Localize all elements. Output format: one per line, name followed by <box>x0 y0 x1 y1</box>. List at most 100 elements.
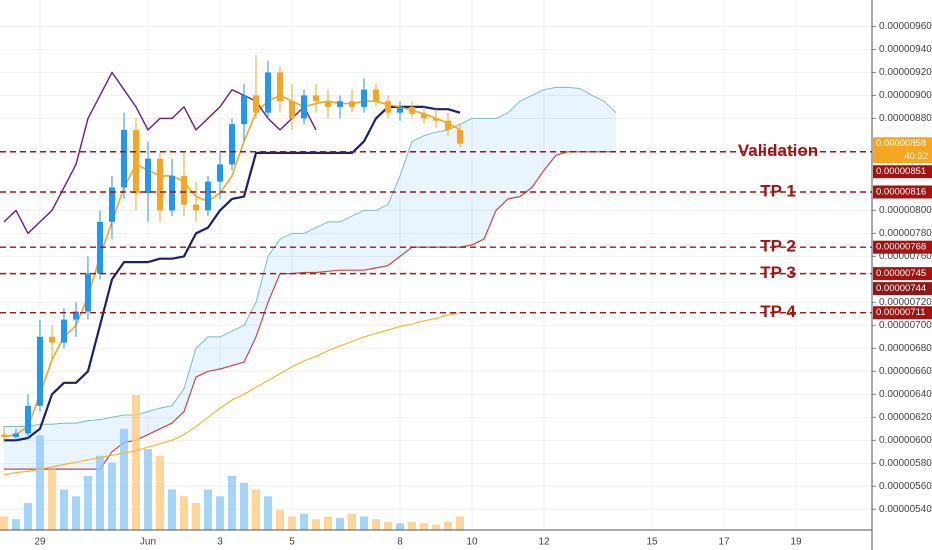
indicator-line <box>3 71 317 235</box>
candle-body <box>288 101 295 119</box>
indicator-line <box>3 94 461 438</box>
price-badge <box>873 240 932 254</box>
volume-bar <box>371 519 380 530</box>
candle-body <box>156 158 163 211</box>
volume-bar <box>444 521 453 530</box>
candle-body <box>192 204 199 211</box>
candle-body <box>12 433 19 437</box>
indicator-line <box>3 312 461 476</box>
price-badge-label: 0.00000768 <box>876 242 926 253</box>
volume-bar <box>119 428 128 530</box>
candle-body <box>204 181 211 211</box>
volume-bar <box>432 524 440 530</box>
y-tick-label: 0.00000660 <box>879 366 932 377</box>
level-label: Validation <box>738 141 818 160</box>
indicator-line <box>4 105 461 442</box>
candle-body <box>336 101 343 107</box>
volume-bar <box>359 516 368 530</box>
candle-body <box>445 120 452 130</box>
candle-body <box>0 434 7 437</box>
y-tick-label: 0.00000580 <box>879 458 932 469</box>
candle-body <box>433 118 439 121</box>
y-tick-label: 0.00000720 <box>879 297 932 308</box>
volume-bar <box>179 496 188 530</box>
candle-body <box>360 89 367 107</box>
price-badge-label: 0.00000744 <box>876 283 926 294</box>
y-tick-label: 0.00000680 <box>879 343 932 354</box>
volume-bar <box>251 489 260 530</box>
candle-body <box>96 221 103 274</box>
volume-bar <box>239 482 248 530</box>
candle-body <box>264 72 271 113</box>
candle-body <box>36 336 43 406</box>
volume-bar <box>203 489 212 530</box>
candle-body <box>228 124 235 165</box>
candle-body <box>108 187 115 222</box>
candle-body <box>324 101 331 107</box>
volume-bar <box>407 521 416 530</box>
level-label: TP 4 <box>760 302 796 321</box>
candle-body <box>420 113 427 119</box>
volume-bar <box>347 513 356 530</box>
candle-body <box>396 106 403 113</box>
price-badge-label: 0.00000816 <box>876 187 926 198</box>
price-badge <box>873 137 932 164</box>
y-tick-label: 0.00000780 <box>879 228 932 239</box>
price-badge <box>873 282 932 296</box>
x-tick-label: 17 <box>718 537 730 548</box>
x-tick-label: Jun <box>140 537 156 548</box>
volume-bar <box>287 516 296 530</box>
x-tick-label: 15 <box>646 537 658 548</box>
y-tick-label: 0.00000940 <box>879 44 932 55</box>
y-tick-label: 0.00000920 <box>879 67 932 78</box>
candle-body <box>384 101 391 113</box>
x-tick-label: 29 <box>34 537 46 548</box>
volume-bar <box>275 509 284 530</box>
candle-body <box>144 158 151 194</box>
candle-body <box>84 273 91 312</box>
cloud-fill <box>3 87 617 470</box>
y-tick-label: 0.00000800 <box>879 205 932 216</box>
candle-body <box>168 175 175 211</box>
price-badge <box>873 165 932 179</box>
y-tick-label: 0.00000760 <box>879 251 932 262</box>
y-tick-label: 0.00000880 <box>879 113 932 124</box>
level-label: TP 2 <box>760 237 796 256</box>
candle-body <box>48 336 55 343</box>
x-tick-label: 8 <box>397 537 403 548</box>
countdown-label: 40:32 <box>904 151 928 162</box>
volume-bar <box>456 516 465 530</box>
y-tick-label: 0.00000900 <box>879 90 932 101</box>
volume-bar <box>131 395 140 530</box>
volume-bar <box>335 517 344 530</box>
y-tick-label: 0.00000700 <box>879 320 932 331</box>
volume-bar <box>383 521 392 530</box>
price-badge-label: 0.00000745 <box>876 268 926 279</box>
x-tick-label: 12 <box>538 537 550 548</box>
candle-body <box>120 129 127 188</box>
price-badge-label: 0.00000711 <box>876 307 926 318</box>
volume-bar <box>299 513 308 530</box>
cloud-span-b <box>4 151 616 470</box>
volume-bar <box>419 523 428 530</box>
candle-body <box>312 95 319 102</box>
volume-bar <box>83 476 92 530</box>
price-badge <box>873 267 932 281</box>
y-tick-label: 0.00000540 <box>879 504 932 515</box>
level-label: TP 3 <box>760 263 796 282</box>
volume-bar <box>23 503 32 530</box>
volume-bar <box>323 516 332 530</box>
volume-bar <box>95 455 104 530</box>
y-tick-label: 0.00000620 <box>879 412 932 423</box>
level-label: TP 1 <box>760 181 796 200</box>
volume-bar <box>11 519 20 530</box>
price-badge <box>873 185 932 199</box>
volume-bar <box>311 519 320 530</box>
volume-bar <box>155 455 164 530</box>
candle-body <box>132 129 139 194</box>
cloud-span-a <box>4 86 617 427</box>
volume-bar <box>143 449 152 530</box>
price-badge <box>873 306 932 320</box>
